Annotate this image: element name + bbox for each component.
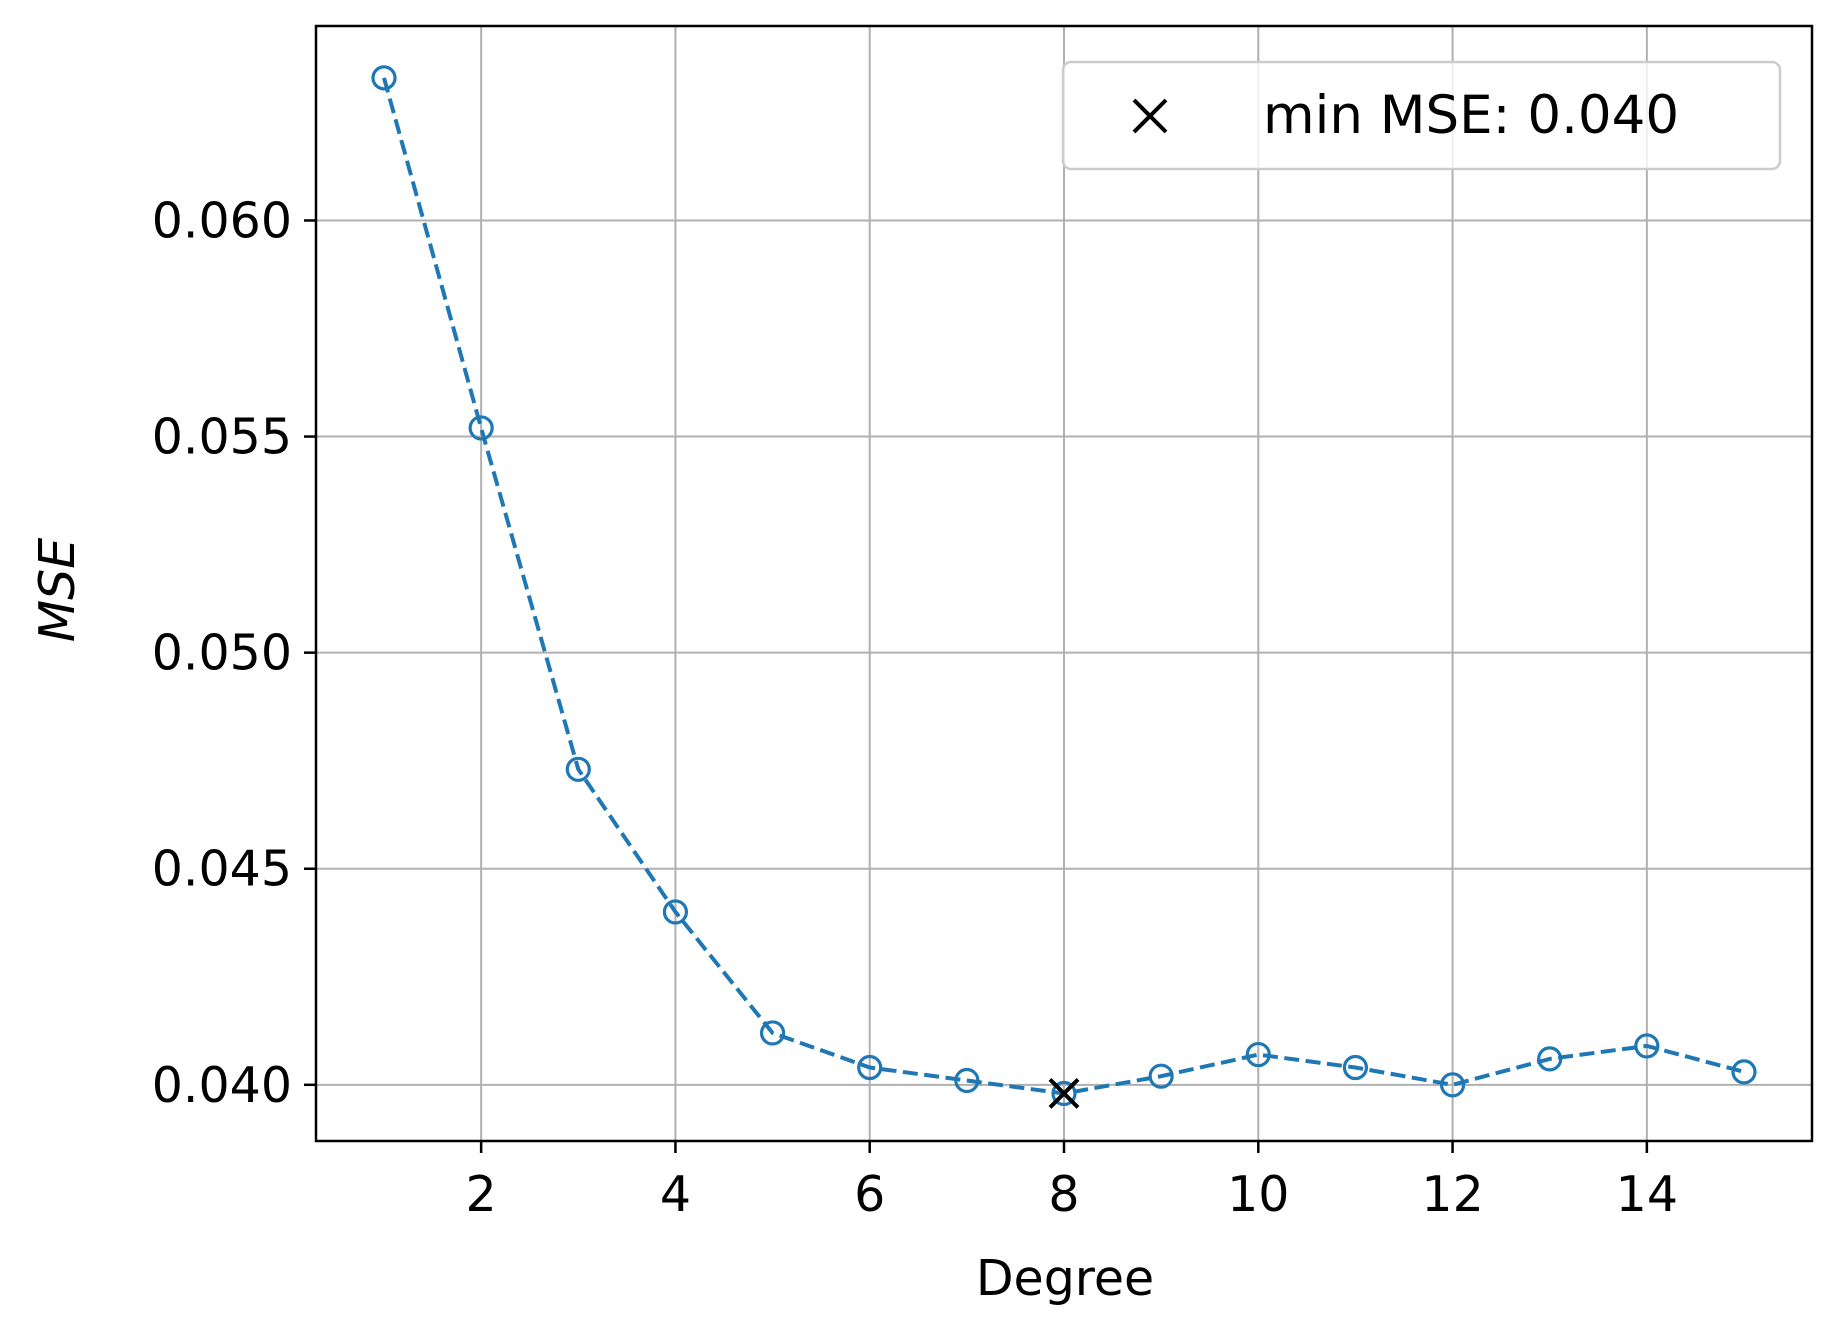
x-axis-ticks: 2 4 6 8 10 12 14 [466,1141,1678,1223]
y-tick-label-0.045: 0.045 [152,841,292,898]
y-tick-label-0.060: 0.060 [152,192,292,249]
x-tick-label-12: 12 [1421,1166,1483,1223]
legend-label: min MSE: 0.040 [1263,85,1679,146]
y-axis-ticks: 0.040 0.045 0.050 0.055 0.060 [152,192,316,1114]
min-marker-stroke-b [1048,1078,1080,1109]
data-point-degree-9 [1148,1063,1174,1089]
x-axis-label: Degree [976,1250,1154,1307]
x-tick-label-10: 10 [1227,1166,1289,1223]
series-layer [371,65,1757,1109]
y-tick-label-0.050: 0.050 [152,625,292,682]
data-point-degree-2 [468,415,494,441]
data-point-degree-4 [662,899,689,925]
data-point-degree-15 [1731,1059,1757,1085]
data-point-degree-5 [759,1020,786,1046]
legend: min MSE: 0.040 [1061,60,1782,171]
data-point-degree-11 [1342,1054,1369,1081]
data-point-degree-3 [565,756,591,782]
x-tick-label-14: 14 [1616,1166,1678,1223]
data-point-degree-14 [1634,1033,1660,1059]
x-tick-label-2: 2 [466,1166,497,1223]
data-point-degree-10 [1245,1041,1271,1068]
legend-x-marker-icon [1132,98,1168,134]
grid-lines [316,26,1812,1141]
data-point-degree-12 [1439,1072,1466,1098]
x-tick-label-8: 8 [1048,1166,1079,1223]
legend-box [1061,60,1782,171]
data-point-degree-1 [371,65,397,91]
min-mse-x-marker [1048,1078,1080,1109]
data-point-degree-13 [1537,1046,1563,1072]
y-tick-label-0.055: 0.055 [152,409,292,466]
x-tick-label-6: 6 [854,1166,885,1223]
y-tick-label-0.040: 0.040 [152,1057,292,1114]
data-point-degree-6 [857,1054,883,1081]
x-tick-label-4: 4 [660,1166,691,1223]
data-point-degree-7 [954,1067,980,1094]
y-axis-label: MSE [29,538,86,642]
data-point-degree-8 [1051,1080,1077,1107]
